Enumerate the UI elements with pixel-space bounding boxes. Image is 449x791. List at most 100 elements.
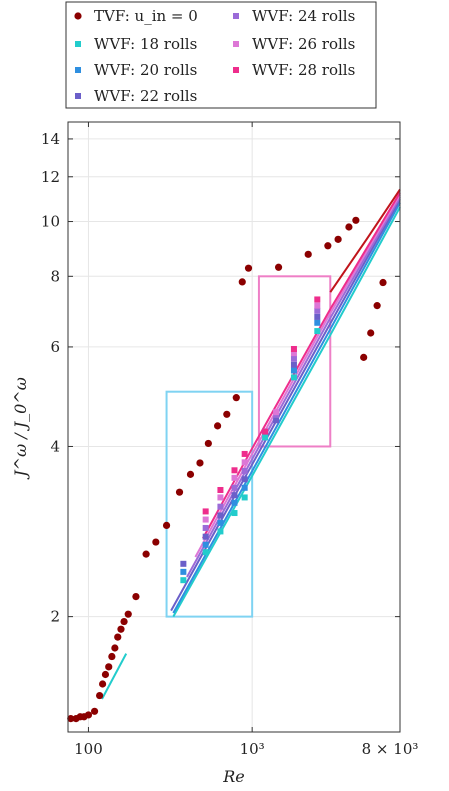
point-wvf20 [217,519,224,526]
series-line-wvf18 [172,206,401,618]
point-wvf18 [241,494,248,501]
point-tvf [90,707,99,715]
data-points [67,216,387,723]
legend-label-wvf20: WVF: 20 rolls [94,61,197,79]
legend-frame [65,1,377,109]
point-wvf28 [241,450,248,457]
x-tick-label: 8 × 10³ [362,740,419,758]
point-wvf20 [202,541,209,548]
series-line-wvf22 [170,198,401,612]
y-tick-label: 14 [41,130,60,148]
point-tvf [238,278,246,286]
legend-marker-wvf18 [75,41,81,47]
point-wvf20 [241,484,248,491]
point-wvf26 [217,494,224,501]
series-line-wvf20 [172,202,401,614]
point-tvf [232,394,240,402]
legend-label-tvf: TVF: u_in = 0 [94,7,198,25]
point-wvf22 [231,492,238,499]
point-wvf18 [217,528,224,535]
point-wvf22 [217,512,224,519]
legend-marker-wvf28 [233,67,239,73]
point-tvf [96,691,104,700]
legend-marker-wvf24 [233,13,239,19]
legend-label-wvf28: WVF: 28 rolls [252,61,355,79]
y-tick-label: 8 [50,267,60,285]
point-tvf [162,521,171,530]
point-wvf26 [202,516,209,523]
point-wvf18 [202,549,209,556]
point-tvf [84,711,93,719]
x-tick-label: 10³ [240,740,265,758]
series-line-wvf18 [101,653,128,700]
point-tvf [334,235,342,243]
point-wvf22 [290,361,297,368]
series-line-wvf26 [194,194,401,558]
point-wvf24 [314,307,321,314]
point-tvf [304,250,312,258]
point-wvf26 [241,459,248,466]
point-tvf [114,633,122,641]
point-wvf20 [314,319,321,326]
point-tvf [196,459,204,467]
legend-label-wvf26: WVF: 26 rolls [252,35,355,53]
y-tick-label: 10 [41,213,60,231]
point-tvf [175,488,184,496]
point-wvf24 [241,467,248,474]
point-tvf [142,550,150,558]
point-tvf [373,302,381,310]
point-wvf28 [262,428,269,435]
point-wvf22 [180,560,187,567]
point-wvf28 [202,508,209,515]
point-wvf28 [217,486,224,493]
point-wvf22 [314,313,321,320]
point-wvf24 [290,355,297,362]
point-tvf [204,439,212,448]
point-wvf18 [262,434,269,441]
point-tvf [274,263,283,271]
point-tvf [67,715,75,723]
point-tvf [367,329,375,337]
y-tick-label: 2 [50,608,60,626]
point-tvf [117,625,125,633]
point-wvf28 [290,345,297,352]
point-tvf [379,278,387,287]
point-wvf28 [314,296,321,303]
point-tvf [105,663,113,671]
point-wvf22 [241,476,248,483]
point-wvf24 [217,503,224,510]
point-tvf [186,470,195,478]
highlight-box [257,275,332,448]
point-tvf [108,652,116,661]
point-wvf18 [231,510,238,517]
point-wvf20 [290,367,297,374]
point-tvf [152,538,160,546]
point-tvf [360,353,368,361]
legend-marker-wvf26 [233,41,239,47]
point-wvf22 [202,533,209,540]
series-line-tvf [329,188,401,293]
x-axis-label: Re [222,767,245,786]
point-wvf24 [231,484,238,491]
point-wvf20 [180,568,187,575]
y-tick-label: 4 [50,437,60,455]
highlight-box [165,390,254,618]
point-tvf [213,422,222,430]
point-wvf26 [290,350,297,357]
legend-label-wvf22: WVF: 22 rolls [94,87,197,105]
legend: TVF: u_in = 0 WVF: 18 rolls WVF: 20 rolls W… [65,1,377,109]
y-tick-label: 6 [50,338,60,356]
legend-marker-wvf22 [75,93,81,99]
point-wvf26 [273,409,280,416]
point-wvf18 [180,577,187,584]
point-tvf [324,242,332,250]
point-tvf [111,644,119,652]
x-axis-ticks: 100 10³ 8 × 10³ [74,122,418,758]
point-tvf [124,610,132,618]
point-tvf [244,264,253,272]
point-tvf [352,216,360,224]
point-wvf24 [202,524,209,531]
y-tick-label: 12 [41,168,60,186]
point-tvf [101,670,110,679]
